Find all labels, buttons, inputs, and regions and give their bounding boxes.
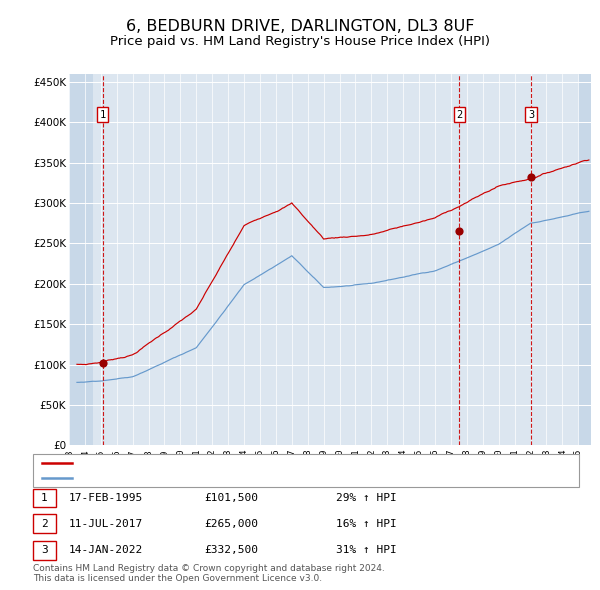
Text: 31% ↑ HPI: 31% ↑ HPI: [336, 546, 397, 555]
Text: 6, BEDBURN DRIVE, DARLINGTON, DL3 8UF: 6, BEDBURN DRIVE, DARLINGTON, DL3 8UF: [126, 19, 474, 34]
Text: Contains HM Land Registry data © Crown copyright and database right 2024.
This d: Contains HM Land Registry data © Crown c…: [33, 563, 385, 583]
Text: 17-FEB-1995: 17-FEB-1995: [69, 493, 143, 503]
Text: 1: 1: [100, 110, 106, 120]
Text: 2: 2: [41, 519, 48, 529]
Text: 11-JUL-2017: 11-JUL-2017: [69, 519, 143, 529]
Text: Price paid vs. HM Land Registry's House Price Index (HPI): Price paid vs. HM Land Registry's House …: [110, 35, 490, 48]
Text: £101,500: £101,500: [204, 493, 258, 503]
Text: 3: 3: [528, 110, 534, 120]
Bar: [85, 74, 93, 445]
Text: 1: 1: [41, 493, 48, 503]
Text: 29% ↑ HPI: 29% ↑ HPI: [336, 493, 397, 503]
Text: 16% ↑ HPI: 16% ↑ HPI: [336, 519, 397, 529]
Point: [526, 172, 536, 182]
Text: 3: 3: [41, 546, 48, 555]
Text: £265,000: £265,000: [204, 519, 258, 529]
Bar: [69, 74, 85, 445]
Text: £332,500: £332,500: [204, 546, 258, 555]
Text: 6, BEDBURN DRIVE, DARLINGTON, DL3 8UF (detached house): 6, BEDBURN DRIVE, DARLINGTON, DL3 8UF (d…: [77, 458, 397, 468]
Text: 14-JAN-2022: 14-JAN-2022: [69, 546, 143, 555]
Point: [98, 359, 107, 368]
Text: HPI: Average price, detached house, Darlington: HPI: Average price, detached house, Darl…: [77, 473, 325, 483]
Point: [455, 227, 464, 236]
Bar: [578, 74, 591, 445]
Text: 2: 2: [456, 110, 463, 120]
